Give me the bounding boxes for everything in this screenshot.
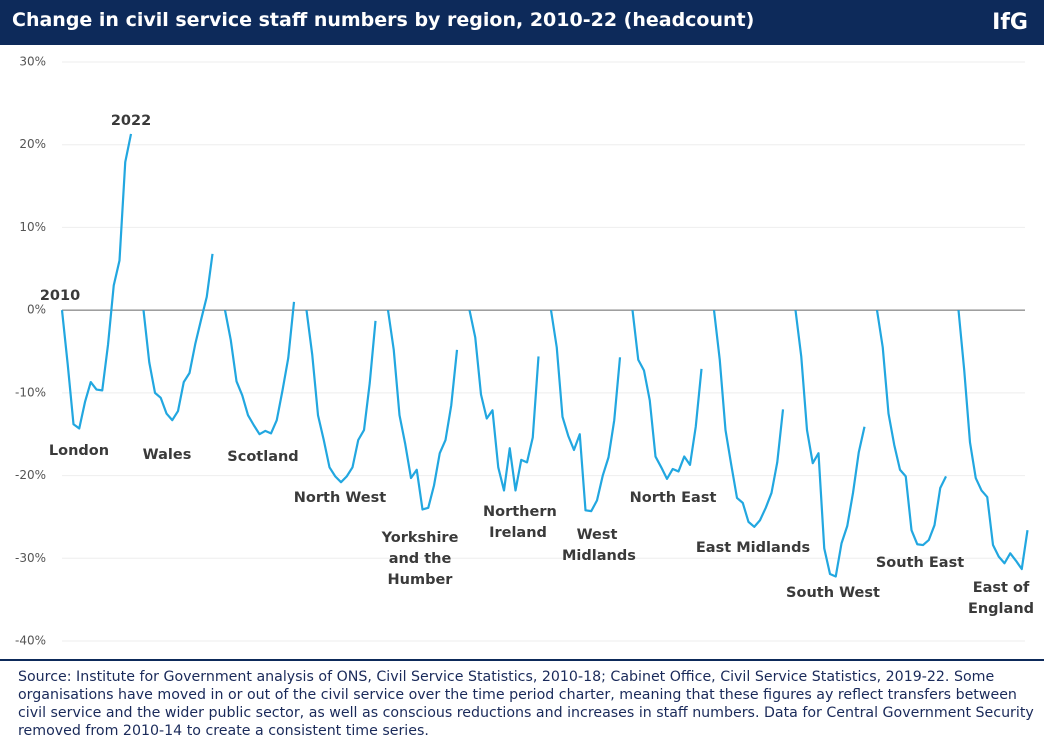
footer-rule — [0, 659, 1044, 661]
series-line — [305, 310, 377, 484]
series-line — [631, 310, 703, 480]
series-line — [142, 253, 214, 422]
y-tick-label: -20% — [15, 468, 46, 482]
annotation: 2010 — [39, 288, 81, 304]
series-line — [223, 301, 296, 436]
region-label: East of England — [967, 580, 1035, 617]
logo: IfG — [992, 10, 1028, 35]
y-tick-label: -40% — [15, 634, 46, 648]
y-tick-label: 20% — [19, 137, 46, 151]
series-line — [386, 309, 459, 511]
y-tick-label: -10% — [15, 385, 46, 399]
source-note: Source: Institute for Government analysi… — [18, 669, 1034, 739]
annotation: 2022 — [110, 113, 152, 129]
series-line — [875, 309, 947, 547]
chart: 30% 20% 10% 0% -10% -20% -30% -40% — [15, 55, 1029, 648]
y-tick-label: 0% — [27, 303, 46, 317]
region-label: West Midlands — [562, 527, 636, 564]
region-label: South West — [786, 585, 880, 601]
region-label: South East — [875, 555, 965, 571]
series-line — [549, 309, 622, 513]
region-label: North West — [293, 490, 387, 506]
region-label: Scotland — [227, 449, 299, 465]
series-line — [794, 310, 866, 578]
series-line — [60, 133, 133, 430]
region-label: Yorkshire and the Humber — [381, 530, 459, 588]
series-line — [468, 309, 540, 492]
region-label: North East — [629, 490, 717, 506]
region-label: Northern Ireland — [483, 504, 557, 541]
region-label: East Midlands — [695, 540, 811, 556]
y-tick-label: 30% — [19, 55, 46, 69]
series-line — [712, 310, 785, 528]
y-tick-label: -30% — [15, 551, 46, 565]
y-tick-label: 10% — [19, 220, 46, 234]
region-label: London — [48, 443, 110, 459]
region-label: Wales — [142, 447, 192, 463]
series-line — [957, 310, 1029, 571]
chart-title: Change in civil service staff numbers by… — [12, 9, 755, 31]
title-bar: Change in civil service staff numbers by… — [0, 0, 1044, 45]
